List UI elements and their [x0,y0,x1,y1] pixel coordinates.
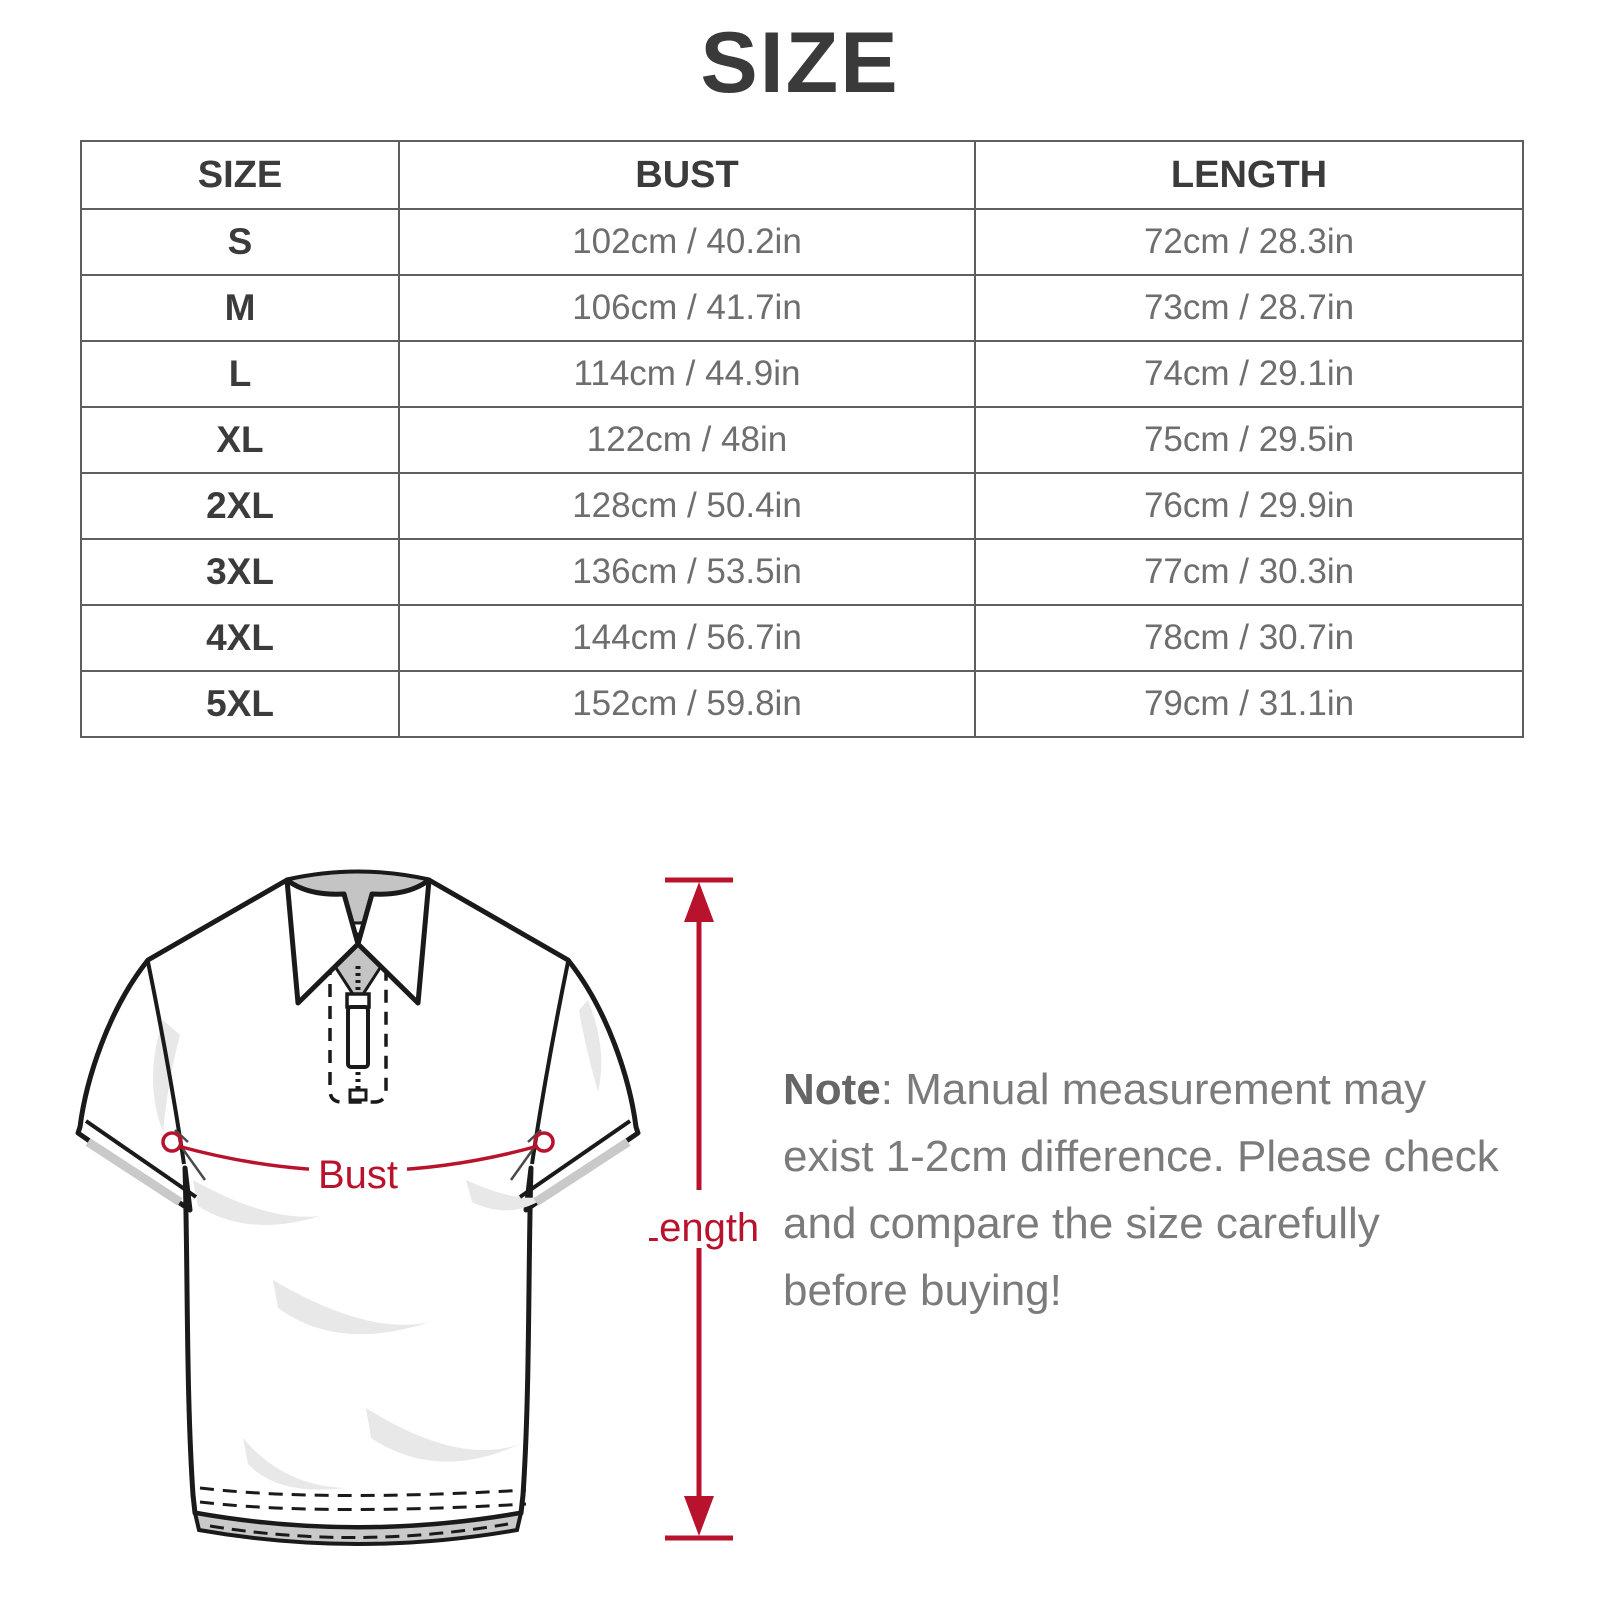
measurement-note: Note: Manual measurement may exist 1-2cm… [783,1056,1513,1324]
size-cell: 2XL [80,472,400,540]
zipper-placket [328,962,388,1104]
bust-loop-right [533,1131,555,1153]
column-header-bust: BUST [398,140,976,210]
underarm-ticks [174,1129,542,1181]
table-row: XL 122cm / 48in 75cm / 29.5in [80,406,1524,474]
collar-left-flap [284,877,361,1006]
bust-measure-line: Bust [161,1131,555,1201]
length-cell: 76cm / 29.9in [974,472,1524,540]
hem-band [192,1510,524,1546]
length-cell: 79cm / 31.1in [974,670,1524,738]
column-header-length: LENGTH [974,140,1524,210]
bust-cell: 122cm / 48in [398,406,976,474]
size-cell: M [80,274,400,342]
left-cuff-shading [85,1138,183,1206]
size-cell: 5XL [80,670,400,738]
zipper-pull [346,1005,370,1069]
right-cuff-band [518,1119,632,1199]
bust-cell: 144cm / 56.7in [398,604,976,672]
size-cell: L [80,340,400,408]
collar-right-flap [355,877,432,1006]
table-row: 4XL 144cm / 56.7in 78cm / 30.7in [80,604,1524,672]
length-cell: 72cm / 28.3in [974,208,1524,276]
length-measure-arrow: Length [649,877,759,1541]
table-row: 5XL 152cm / 59.8in 79cm / 31.1in [80,670,1524,738]
bust-cell: 102cm / 40.2in [398,208,976,276]
hem-stitch-top [199,1486,527,1498]
right-cuff-shading [533,1138,631,1206]
bust-loop-left [161,1131,183,1153]
length-cell: 78cm / 30.7in [974,604,1524,672]
size-table: SIZE BUST LENGTH S 102cm / 40.2in 72cm /… [80,140,1524,738]
left-cuff-band [84,1119,198,1199]
size-cell: 4XL [80,604,400,672]
bust-cell: 106cm / 41.7in [398,274,976,342]
length-label-backing [649,1190,759,1248]
size-cell: XL [80,406,400,474]
length-arrowhead-up [684,882,714,922]
length-cell: 73cm / 28.7in [974,274,1524,342]
length-arrowhead-down [684,1496,714,1536]
polo-shirt-illustration: Bust [75,869,641,1546]
size-cell: 3XL [80,538,400,606]
bust-cell: 114cm / 44.9in [398,340,976,408]
bust-cell: 136cm / 53.5in [398,538,976,606]
table-row: 3XL 136cm / 53.5in 77cm / 30.3in [80,538,1524,606]
table-row: L 114cm / 44.9in 74cm / 29.1in [80,340,1524,408]
bust-cell: 128cm / 50.4in [398,472,976,540]
table-row: M 106cm / 41.7in 73cm / 28.7in [80,274,1524,342]
length-cell: 74cm / 29.1in [974,340,1524,408]
bust-cell: 152cm / 59.8in [398,670,976,738]
bust-label-backing [309,1153,407,1201]
note-text: : Manual measurement may exist 1-2cm dif… [783,1065,1499,1315]
length-cell: 75cm / 29.5in [974,406,1524,474]
table-header-row: SIZE BUST LENGTH [80,140,1524,210]
note-label: Note [783,1065,881,1114]
column-header-size: SIZE [80,140,400,210]
bust-label: Bust [318,1153,398,1197]
page-title: SIZE [700,15,900,111]
table-row: 2XL 128cm / 50.4in 76cm / 29.9in [80,472,1524,540]
fabric-shading [153,1000,602,1490]
size-cell: S [80,208,400,276]
length-cell: 77cm / 30.3in [974,538,1524,606]
zipper-stop [348,1088,368,1102]
hem-stitch-bottom [199,1500,527,1512]
table-row: S 102cm / 40.2in 72cm / 28.3in [80,208,1524,276]
length-label: Length [649,1206,759,1250]
